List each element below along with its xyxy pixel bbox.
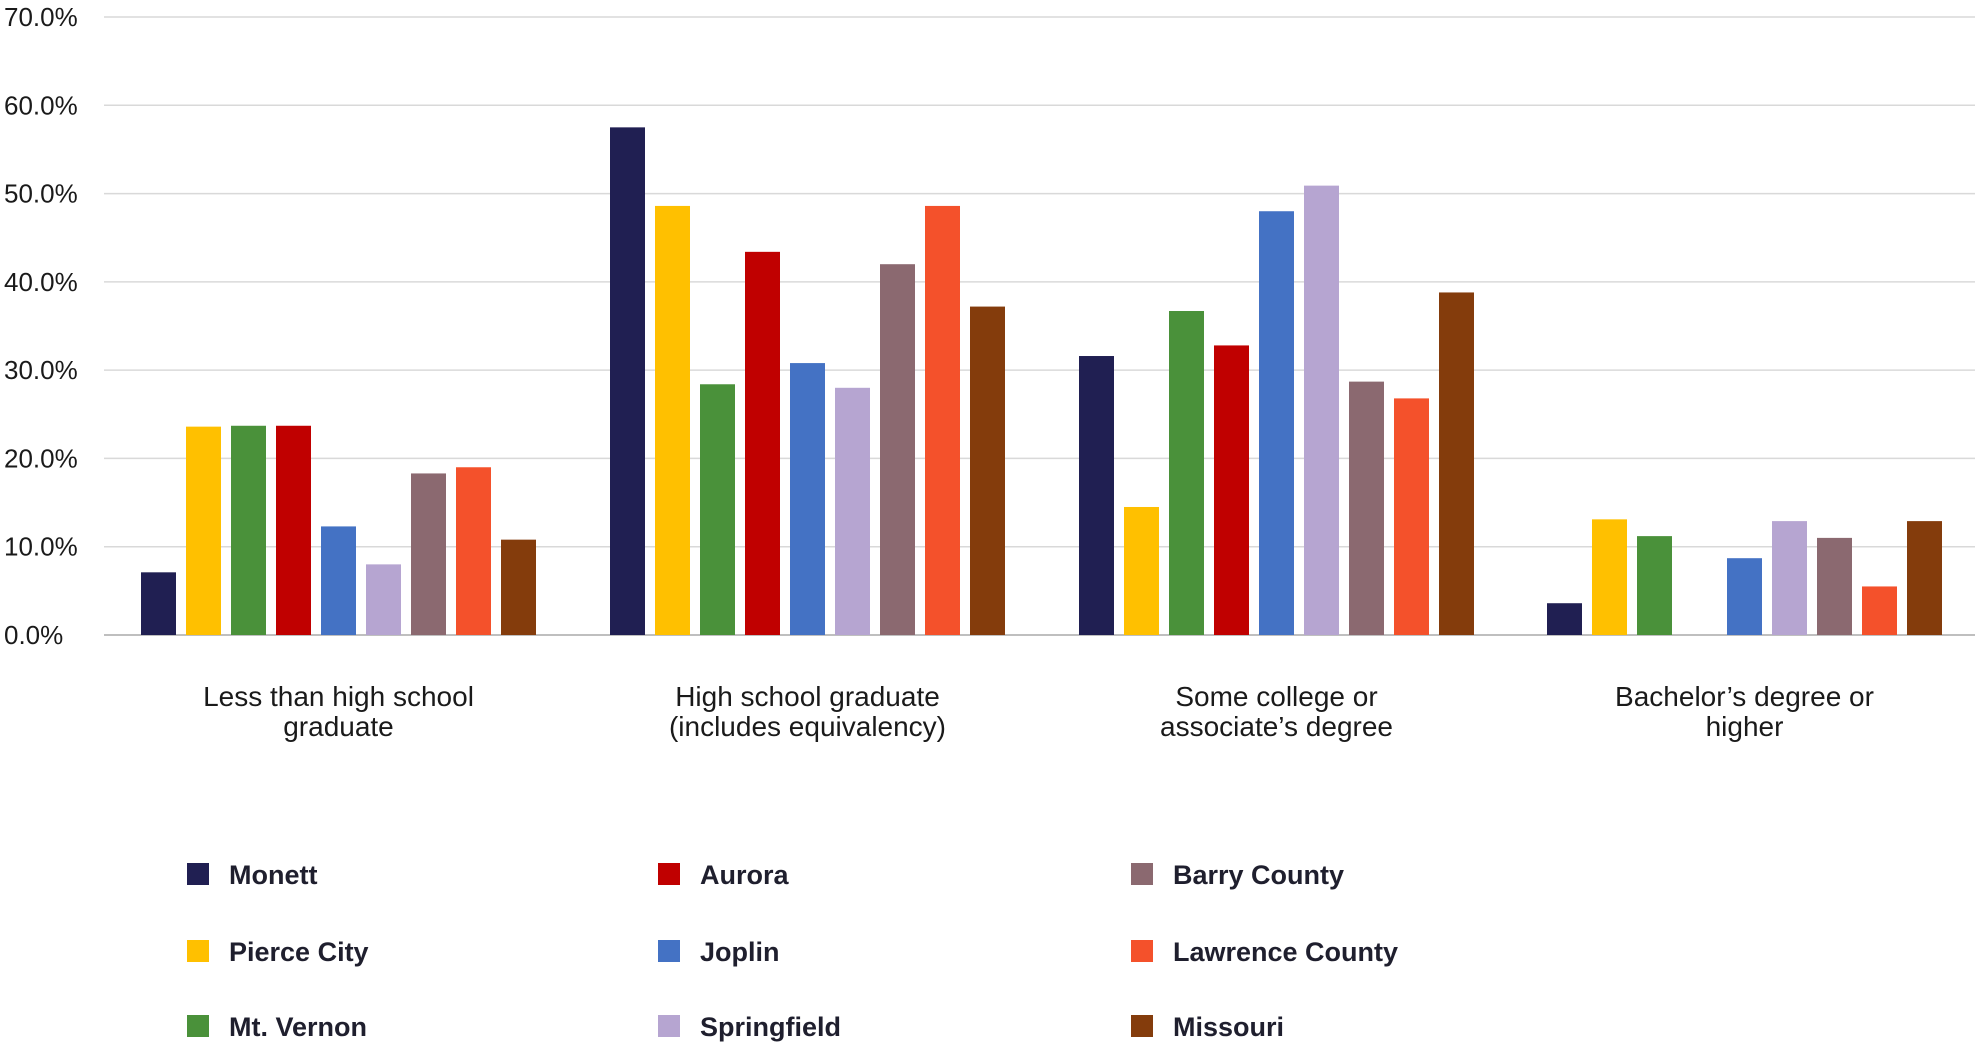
legend-item: Lawrence County (1131, 937, 1398, 967)
legend-label: Missouri (1173, 1012, 1284, 1042)
bar-lawrence-county (1862, 586, 1897, 635)
legend-label: Aurora (700, 860, 789, 890)
y-tick-label: 50.0% (4, 179, 78, 209)
bar-aurora (1214, 345, 1249, 635)
category-label: Bachelor’s degree or (1615, 681, 1874, 712)
category-label: Less than high school (203, 681, 474, 712)
y-tick-label: 0.0% (4, 620, 63, 650)
bar-monett (1547, 603, 1582, 635)
bar-monett (1079, 356, 1114, 635)
y-tick-label: 20.0% (4, 443, 78, 473)
bar-mt-vernon (1169, 310, 1204, 635)
category-label: High school graduate (675, 681, 940, 712)
category-label: higher (1706, 711, 1784, 742)
bar-pierce-city (1124, 506, 1159, 635)
y-axis-tick-labels: 0.0% 10.0% 20.0% 30.0% 40.0% 50.0% 60.0% 70.0% (4, 2, 78, 650)
bar-barry-county (1817, 537, 1852, 635)
bar-joplin (1727, 558, 1762, 635)
legend-item: Aurora (658, 860, 789, 890)
bar-missouri (1439, 292, 1474, 635)
bar-barry-county (1349, 381, 1384, 635)
bar-barry-county (880, 264, 915, 635)
bar-pierce-city (1592, 519, 1627, 635)
bar-aurora (745, 251, 780, 635)
legend-item: Missouri (1131, 1012, 1284, 1042)
y-tick-label: 30.0% (4, 355, 78, 385)
legend-swatch (658, 863, 680, 885)
bar-missouri (501, 539, 536, 635)
legend-item: Springfield (658, 1012, 841, 1042)
bar-springfield (366, 564, 401, 635)
bar-monett (610, 127, 645, 635)
legend-swatch (187, 1015, 209, 1037)
bar-missouri (970, 306, 1005, 635)
bar-barry-county (411, 473, 446, 635)
legend-swatch (187, 863, 209, 885)
category-label: (includes equivalency) (669, 711, 946, 742)
category-label: graduate (283, 711, 394, 742)
legend-label: Springfield (700, 1012, 841, 1042)
category-label: Some college or (1175, 681, 1377, 712)
bar-monett (141, 572, 176, 635)
legend-swatch (1131, 1015, 1153, 1037)
legend-item: Joplin (658, 937, 780, 967)
bars (141, 127, 1942, 635)
legend-item: Barry County (1131, 860, 1344, 890)
legend-label: Pierce City (229, 937, 369, 967)
bar-mt-vernon (231, 425, 266, 635)
y-tick-label: 10.0% (4, 532, 78, 562)
category-label: associate’s degree (1160, 711, 1393, 742)
y-tick-label: 70.0% (4, 2, 78, 32)
legend-label: Mt. Vernon (229, 1012, 367, 1042)
legend-item: Mt. Vernon (187, 1012, 367, 1042)
bar-pierce-city (655, 205, 690, 635)
bar-lawrence-county (456, 467, 491, 635)
bar-aurora (276, 425, 311, 635)
bar-lawrence-county (1394, 398, 1429, 635)
bar-lawrence-county (925, 205, 960, 635)
bar-missouri (1907, 521, 1942, 635)
bar-joplin (321, 526, 356, 635)
legend-swatch (658, 940, 680, 962)
legend-swatch (658, 1015, 680, 1037)
gridlines (104, 16, 1975, 636)
legend-swatch (1131, 863, 1153, 885)
bar-mt-vernon (1637, 536, 1672, 635)
bar-springfield (1304, 185, 1339, 635)
bar-springfield (1772, 521, 1807, 635)
legend-label: Barry County (1173, 860, 1344, 890)
bar-springfield (835, 387, 870, 635)
legend: Monett Pierce City Mt. Vernon Aurora Joplin S… (187, 860, 1398, 1042)
bar-mt-vernon (700, 384, 735, 635)
bar-joplin (1259, 211, 1294, 635)
y-tick-label: 40.0% (4, 267, 78, 297)
legend-swatch (187, 940, 209, 962)
legend-swatch (1131, 940, 1153, 962)
legend-item: Pierce City (187, 937, 369, 967)
legend-item: Monett (187, 860, 317, 890)
bar-joplin (790, 363, 825, 635)
legend-label: Monett (229, 860, 317, 890)
y-tick-label: 60.0% (4, 90, 78, 120)
bar-pierce-city (186, 426, 221, 635)
legend-label: Lawrence County (1173, 937, 1398, 967)
legend-label: Joplin (700, 937, 780, 967)
